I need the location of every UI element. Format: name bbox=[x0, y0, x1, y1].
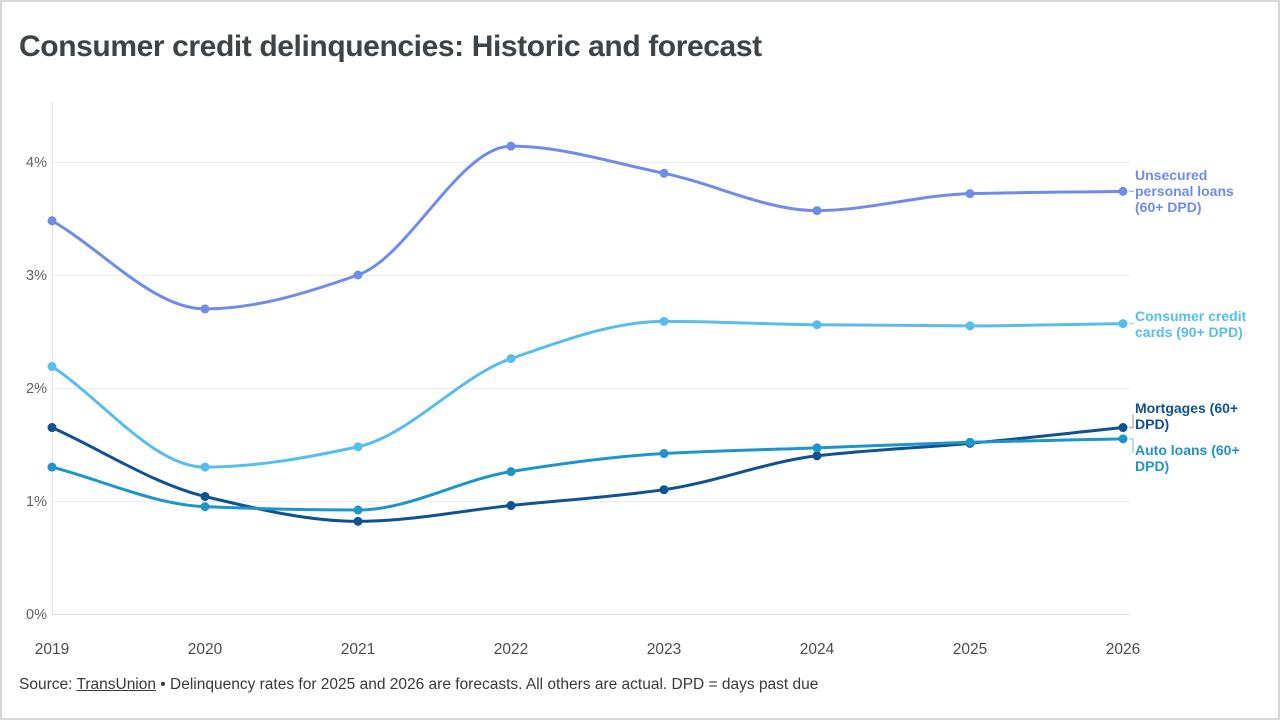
data-point bbox=[47, 462, 57, 472]
data-point bbox=[506, 467, 516, 477]
data-point bbox=[47, 216, 57, 226]
series-label-line: Unsecured bbox=[1135, 167, 1208, 183]
x-tick-label: 2026 bbox=[1106, 641, 1140, 658]
x-tick-label: 2020 bbox=[188, 641, 223, 658]
x-tick-label: 2021 bbox=[341, 641, 375, 658]
data-point bbox=[353, 505, 363, 515]
data-point bbox=[47, 423, 57, 433]
data-point bbox=[965, 321, 975, 331]
source-note: • Delinquency rates for 2025 and 2026 ar… bbox=[156, 676, 819, 693]
data-point bbox=[353, 270, 363, 280]
series-label-consumer-credit-cards: Consumer credit cards (90+ DPD) bbox=[1135, 308, 1269, 340]
series-line-mortgages bbox=[50, 426, 1125, 523]
y-tick-label: 4% bbox=[26, 155, 47, 171]
data-point bbox=[659, 449, 669, 459]
y-tick-label: 3% bbox=[26, 268, 47, 284]
series-label-line: personal loans bbox=[1135, 183, 1234, 199]
data-point bbox=[200, 502, 210, 512]
data-point bbox=[506, 141, 516, 151]
label-connector bbox=[1129, 438, 1134, 453]
series-label-line: cards (90+ DPD) bbox=[1135, 324, 1243, 340]
source-prefix: Source: bbox=[19, 676, 77, 693]
data-point bbox=[1118, 186, 1128, 196]
x-tick-label: 2019 bbox=[35, 641, 69, 658]
y-tick-label: 1% bbox=[26, 494, 47, 510]
series-label-line: Mortgages (60+ bbox=[1135, 400, 1239, 416]
series-label-line: DPD) bbox=[1135, 458, 1170, 474]
data-point bbox=[659, 168, 669, 178]
data-point bbox=[47, 362, 57, 372]
x-tick-label: 2023 bbox=[647, 641, 681, 658]
data-point bbox=[506, 501, 516, 511]
data-point bbox=[812, 320, 822, 330]
x-tick-label: 2025 bbox=[953, 641, 987, 658]
y-tick-label: 2% bbox=[26, 381, 47, 397]
data-point bbox=[200, 304, 210, 314]
data-point bbox=[353, 442, 363, 452]
data-point bbox=[200, 491, 210, 501]
chart-title: Consumer credit delinquencies: Historic … bbox=[19, 30, 762, 63]
series-label-auto-loans: Auto loans (60+ DPD) bbox=[1135, 442, 1269, 474]
x-tick-label: 2024 bbox=[800, 641, 835, 658]
data-point bbox=[965, 189, 975, 199]
series-label-line: (60+ DPD) bbox=[1135, 199, 1202, 215]
data-point bbox=[812, 206, 822, 216]
data-point bbox=[1118, 319, 1128, 329]
series-label-line: DPD) bbox=[1135, 416, 1170, 432]
x-tick-label: 2022 bbox=[494, 641, 528, 658]
data-point bbox=[812, 451, 822, 461]
series-line-auto-loans bbox=[50, 437, 1125, 512]
y-tick-label: 0% bbox=[26, 607, 47, 623]
data-point bbox=[965, 437, 975, 447]
data-point bbox=[659, 316, 669, 326]
label-connector bbox=[1129, 414, 1134, 429]
series-label-unsecured-personal-loans: Unsecured personal loans (60+ DPD) bbox=[1135, 167, 1269, 215]
data-point bbox=[1118, 423, 1128, 433]
series-label-line: Auto loans (60+ bbox=[1135, 442, 1240, 458]
data-point bbox=[1118, 434, 1128, 444]
data-point bbox=[506, 354, 516, 364]
data-point bbox=[659, 485, 669, 495]
data-point bbox=[353, 516, 363, 526]
series-label-mortgages: Mortgages (60+ DPD) bbox=[1135, 400, 1269, 432]
data-point bbox=[200, 462, 210, 472]
data-point bbox=[812, 443, 822, 453]
series-line-unsecured-personal-loans bbox=[50, 144, 1125, 311]
source-line: Source: TransUnion • Delinquency rates f… bbox=[19, 676, 1119, 694]
series-label-line: Consumer credit bbox=[1135, 308, 1247, 324]
source-link[interactable]: TransUnion bbox=[76, 676, 156, 693]
